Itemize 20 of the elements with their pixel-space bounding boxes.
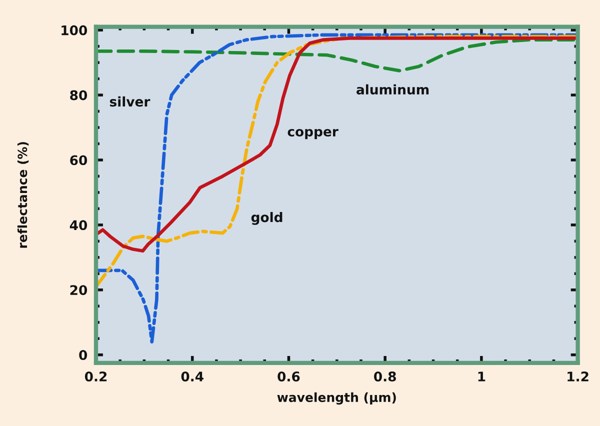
x-axis-title: wavelength (µm) [277, 392, 396, 405]
series-label: aluminum [356, 84, 429, 95]
series-label: gold [251, 212, 282, 225]
x-tick-label: 1.2 [568, 372, 588, 382]
y-tick-label: 0 [79, 350, 88, 360]
line-series [96, 38, 578, 72]
x-tick-label: 1 [478, 372, 486, 382]
y-tick-label: 100 [62, 25, 88, 36]
x-tick-label: 0.8 [374, 372, 396, 382]
x-tick-label: 0.6 [278, 372, 300, 382]
y-axis-title: reflectance (%) [17, 142, 29, 248]
y-tick-label: 40 [70, 220, 88, 230]
y-tick-label: 80 [70, 90, 88, 100]
series-label: silver [110, 96, 150, 107]
x-tick-label: 0.2 [84, 372, 107, 382]
line-series [96, 33, 578, 344]
series-label: copper [288, 128, 338, 140]
x-tick-label: 0.4 [181, 372, 204, 382]
y-tick-label: 60 [70, 155, 88, 166]
y-tick-label: 20 [70, 285, 88, 296]
